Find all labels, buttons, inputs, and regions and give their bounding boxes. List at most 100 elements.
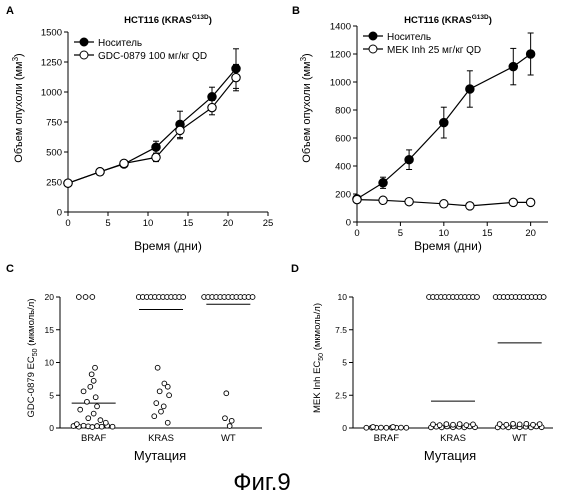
panel-a-series-treated-point bbox=[120, 159, 128, 167]
panel-a-ytick-label: 1500 bbox=[41, 28, 62, 39]
panel-d-data-point bbox=[475, 295, 480, 300]
panel-d-data-point bbox=[451, 422, 456, 427]
panel-c-plot: 05101520BRAFKRASWT bbox=[45, 292, 262, 444]
panel-c-data-point bbox=[81, 389, 86, 394]
panel-d-category-label: KRAS bbox=[440, 433, 466, 444]
panel-c-data-point bbox=[155, 365, 160, 370]
panel-b-ytick-label: 1000 bbox=[330, 78, 351, 89]
panel-c-data-point bbox=[89, 372, 94, 377]
panel-b-legend-marker bbox=[369, 45, 377, 53]
panel-c-data-point bbox=[81, 423, 86, 428]
panel-d-data-point bbox=[379, 425, 384, 430]
panel-b-ytick-label: 0 bbox=[346, 218, 351, 229]
panel-b-title: HCT116 (KRASG13D) bbox=[404, 14, 492, 26]
panel-a-xtick-label: 10 bbox=[143, 218, 154, 229]
panel-a-label: A bbox=[6, 5, 14, 17]
panel-b-ytick-label: 800 bbox=[335, 106, 351, 117]
panel-a-title: HCT116 (KRASG13D) bbox=[124, 14, 212, 26]
panel-c-data-point bbox=[224, 391, 229, 396]
panel-b-ytick-label: 1200 bbox=[330, 50, 351, 61]
panel-a-legend-marker bbox=[80, 51, 88, 59]
panel-b-plot: 020040060080010001200140005101520Носител… bbox=[330, 22, 548, 240]
panel-c-data-point bbox=[181, 295, 186, 300]
panel-c-ytick-label: 0 bbox=[49, 423, 54, 433]
panel-a-legend-text: Носитель bbox=[98, 38, 142, 49]
panel-d-label: D bbox=[291, 263, 299, 275]
panel-d-data-point bbox=[504, 422, 509, 427]
panel-b-xtick-label: 15 bbox=[482, 228, 493, 239]
panel-a-xlabel: Время (дни) bbox=[134, 239, 202, 253]
panel-a-plot: 02505007501000125015000510152025Носитель… bbox=[41, 28, 273, 230]
panel-c-ytick-label: 5 bbox=[49, 390, 54, 400]
panel-c-data-point bbox=[76, 295, 81, 300]
panel-c-data-point bbox=[93, 365, 98, 370]
panel-a-xtick-label: 5 bbox=[105, 218, 110, 229]
panel-d-xlabel: Мутация bbox=[424, 448, 476, 463]
panel-d-data-point bbox=[399, 425, 404, 430]
panel-b-xtick-label: 20 bbox=[525, 228, 536, 239]
panel-b-series-vehicle-point bbox=[379, 179, 387, 187]
panel-a-ytick-label: 0 bbox=[57, 208, 62, 219]
panel-d-data-point bbox=[431, 422, 436, 427]
panel-c-data-point bbox=[91, 378, 96, 383]
panel-a-xtick-label: 0 bbox=[65, 218, 70, 229]
panel-a-ytick-label: 250 bbox=[46, 178, 62, 189]
panel-b-xlabel: Время (дни) bbox=[414, 239, 482, 253]
panel-d-data-point bbox=[437, 423, 442, 428]
panel-c: C GDC-0879 EC50 (мкмоль/л) Мутация 05101… bbox=[6, 263, 262, 463]
panel-d-data-point bbox=[384, 425, 389, 430]
panel-c-xlabel: Мутация bbox=[134, 448, 186, 463]
panel-a-title-sup: G13D bbox=[192, 14, 209, 21]
panel-d-data-point bbox=[511, 421, 516, 426]
panel-d-ytick-label: 0 bbox=[342, 423, 347, 433]
panel-a: A HCT116 (KRASG13D) Объем опухоли (мм3) … bbox=[6, 5, 273, 253]
panel-b-series-treated-point bbox=[509, 198, 517, 206]
panel-d-data-point bbox=[371, 425, 376, 430]
panel-d-ylabel: MEK Inh EC50 (мкмоль/л) bbox=[312, 303, 325, 413]
panel-c-data-point bbox=[157, 389, 162, 394]
panel-c-ylabel: GDC-0879 EC50 (мкмоль/л) bbox=[26, 299, 39, 418]
panel-c-data-point bbox=[99, 424, 104, 429]
panel-b-series-vehicle-point bbox=[466, 85, 474, 93]
panel-a-series-treated-point bbox=[208, 103, 216, 111]
panel-b-legend-text: MEK Inh 25 мг/кг QD bbox=[387, 45, 481, 56]
panel-c-data-point bbox=[227, 424, 232, 429]
panel-c-data-point bbox=[229, 418, 234, 423]
panel-c-data-point bbox=[78, 407, 83, 412]
panel-d-category-label: BRAF bbox=[374, 433, 400, 444]
panel-b-ytick-label: 1400 bbox=[330, 22, 351, 33]
panel-d-data-point bbox=[364, 425, 369, 430]
panel-d-data-point bbox=[497, 422, 502, 427]
panel-d-data-point bbox=[391, 425, 396, 430]
panel-c-data-point bbox=[86, 416, 91, 421]
panel-c-data-point bbox=[74, 422, 79, 427]
panel-c-category-label: BRAF bbox=[81, 433, 107, 444]
panel-d-data-point bbox=[524, 421, 529, 426]
panel-d-ytick-label: 10 bbox=[338, 292, 348, 302]
panel-b-series-vehicle-point bbox=[405, 156, 413, 164]
panel-b-series-treated-point bbox=[405, 198, 413, 206]
panel-a-xtick-label: 25 bbox=[263, 218, 274, 229]
panel-a-series-treated-point bbox=[64, 179, 72, 187]
panel-b-series-treated-point bbox=[353, 195, 361, 203]
panel-a-series-treated-point bbox=[96, 168, 104, 176]
panel-c-data-point bbox=[90, 295, 95, 300]
panel-a-ytick-label: 750 bbox=[46, 118, 62, 129]
panel-d-data-point bbox=[404, 425, 409, 430]
panel-b-legend-text: Носитель bbox=[387, 32, 431, 43]
panel-d: D MEK Inh EC50 (мкмоль/л) Мутация 02.557… bbox=[291, 263, 553, 463]
panel-a-xtick-label: 15 bbox=[183, 218, 194, 229]
panel-a-legend-marker bbox=[80, 38, 88, 46]
panel-b-ytick-label: 400 bbox=[335, 162, 351, 173]
panel-c-data-point bbox=[91, 411, 96, 416]
panel-a-series-treated-point bbox=[176, 126, 184, 134]
panel-a-series-treated-point bbox=[152, 153, 160, 161]
panel-a-series-vehicle-point bbox=[208, 93, 216, 101]
figure-caption: Фиг.9 bbox=[233, 469, 291, 496]
panel-d-ytick-label: 5 bbox=[342, 358, 347, 368]
panel-c-ytick-label: 20 bbox=[45, 292, 55, 302]
panel-a-legend-text: GDC-0879 100 мг/кг QD bbox=[98, 51, 207, 62]
panel-a-series-treated-point bbox=[232, 73, 240, 81]
panel-b-ytick-label: 600 bbox=[335, 134, 351, 145]
